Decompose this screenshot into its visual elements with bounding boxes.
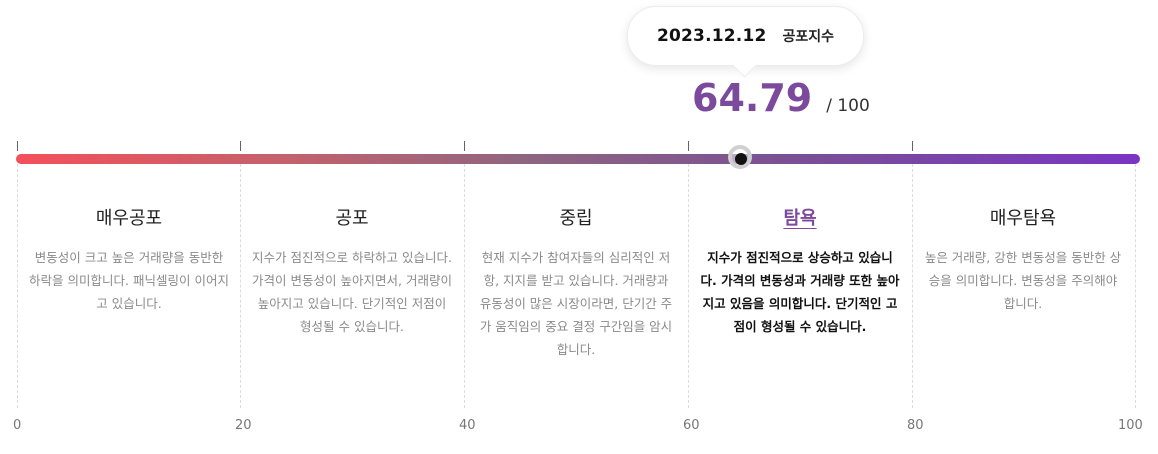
axis-label: 80 (907, 418, 924, 433)
zone-description-active: 지수가 점진적으로 상승하고 있습니다. 가격의 변동성과 거래량 또한 높아지… (700, 250, 900, 334)
axis-label: 100 (1118, 418, 1143, 433)
fear-greed-gauge-track (16, 154, 1140, 164)
score-readout: 64.79 / 100 (692, 76, 870, 120)
axis-label: 0 (13, 418, 22, 433)
tick-mark (688, 141, 689, 151)
gauge-marker-ring[interactable] (728, 145, 752, 169)
zone-extreme-fear: 매우공포 변동성이 크고 높은 거래량을 동반한 하락을 의미합니다. 패닉셀링… (29, 206, 229, 315)
date-tooltip: 2023.12.12 공포지수 (627, 6, 864, 66)
zone-description: 지수가 점진적으로 하락하고 있습니다. 가격이 변동성이 높아지면서, 거래량… (252, 250, 452, 334)
tooltip-label: 공포지수 (782, 29, 835, 45)
zone-divider (912, 164, 913, 408)
zone-divider (464, 164, 465, 408)
tick-mark (17, 141, 18, 151)
zone-description: 현재 지수가 참여자들의 심리적인 저항, 지지를 받고 있습니다. 거래량과 … (479, 250, 673, 357)
tooltip-date: 2023.12.12 (656, 26, 767, 46)
zone-fear: 공포 지수가 점진적으로 하락하고 있습니다. 가격이 변동성이 높아지면서, … (252, 206, 452, 338)
axis-label: 20 (235, 418, 252, 433)
tick-mark (464, 141, 465, 151)
zone-divider (1135, 164, 1136, 408)
zone-title: 공포 (335, 208, 369, 229)
score-value: 64.79 (692, 76, 813, 120)
axis-label: 60 (683, 418, 700, 433)
zone-greed: 탐욕 지수가 점진적으로 상승하고 있습니다. 가격의 변동성과 거래량 또한 … (700, 206, 900, 338)
score-max: / 100 (826, 96, 870, 116)
tick-mark (240, 141, 241, 151)
axis-label: 40 (459, 418, 476, 433)
zone-title: 중립 (559, 208, 593, 229)
tick-mark (912, 141, 913, 151)
zone-title: 매우공포 (95, 208, 163, 229)
zone-divider (17, 164, 18, 408)
zone-divider (688, 164, 689, 408)
zone-description: 변동성이 크고 높은 거래량을 동반한 하락을 의미합니다. 패닉셀링이 이어지… (29, 250, 229, 311)
zone-divider (240, 164, 241, 408)
gauge-marker[interactable] (735, 153, 747, 165)
zone-description: 높은 거래량, 강한 변동성을 동반한 상승을 의미합니다. 변동성을 주의해야… (924, 250, 1122, 311)
zone-neutral: 중립 현재 지수가 참여자들의 심리적인 저항, 지지를 받고 있습니다. 거래… (476, 206, 676, 361)
zone-extreme-greed: 매우탐욕 높은 거래량, 강한 변동성을 동반한 상승을 의미합니다. 변동성을… (923, 206, 1123, 315)
zone-title: 매우탐욕 (989, 208, 1057, 229)
zone-title-active[interactable]: 탐욕 (783, 208, 817, 229)
